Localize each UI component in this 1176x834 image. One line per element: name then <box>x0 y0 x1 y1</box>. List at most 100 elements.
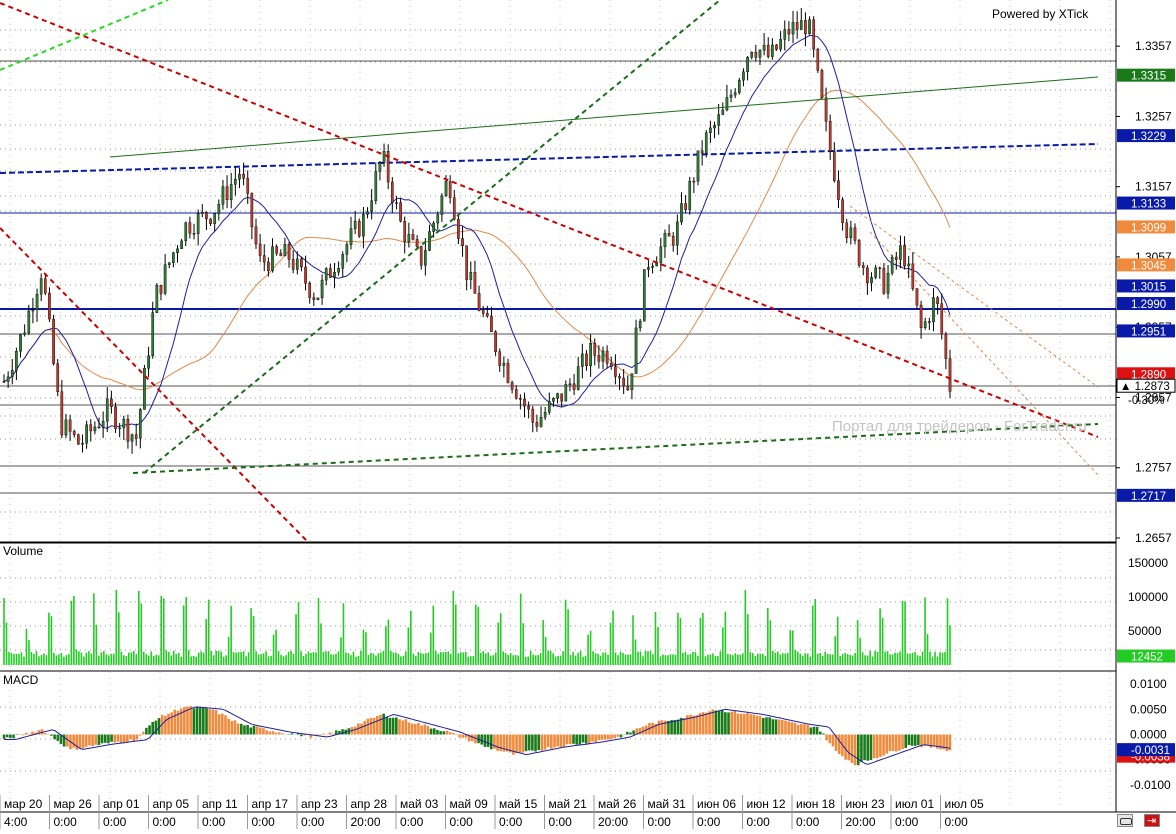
candle-body <box>60 391 64 436</box>
candle-body <box>841 199 844 224</box>
candle-body <box>159 284 163 294</box>
candle-body <box>23 332 26 335</box>
candle-body <box>163 264 167 294</box>
candle-body <box>465 245 469 280</box>
candle-body <box>2 381 6 383</box>
candle-body <box>535 422 539 427</box>
candle-body <box>936 297 939 304</box>
candle-body <box>452 197 456 220</box>
time-label: 20:00 <box>846 815 876 829</box>
time-label: 0:00 <box>648 815 672 829</box>
candle-body <box>915 288 919 306</box>
time-label: 0:00 <box>747 815 771 829</box>
candle-body <box>853 227 857 241</box>
candle-body <box>262 255 266 263</box>
price-tick-label: 1.2857 <box>1135 390 1172 404</box>
candle-body <box>192 233 196 235</box>
macd-value-tag-bg <box>1117 743 1175 757</box>
candle-body <box>275 246 278 254</box>
candle-body <box>10 369 14 378</box>
price-tick-label: 1.2757 <box>1135 461 1172 475</box>
candle-body <box>254 226 258 245</box>
date-label: апр 11 <box>202 797 238 811</box>
candle-body <box>816 48 820 71</box>
candle-body <box>386 151 390 183</box>
candle-body <box>585 353 588 367</box>
candle-body <box>155 284 159 313</box>
candle-body <box>134 434 138 439</box>
date-label: май 03 <box>400 797 439 811</box>
green-resistance-line <box>109 76 1099 158</box>
price-tag: 1.3315 <box>1131 71 1166 83</box>
exit-button[interactable]: ⇥ <box>1144 814 1160 827</box>
time-label: 0:00 <box>796 815 820 829</box>
candle-body <box>448 181 452 198</box>
candle-body <box>68 419 72 432</box>
candle-body <box>419 246 423 266</box>
time-axis: мар 20 4:00 мар 26 0:00 апр 01 0:00 апр 05 0:00… <box>0 795 984 829</box>
candle-body <box>622 377 625 387</box>
time-label: 0:00 <box>549 815 573 829</box>
candle-body <box>779 39 782 50</box>
candle-body <box>676 221 679 246</box>
candle-body <box>382 151 386 163</box>
candle-body <box>663 233 667 248</box>
volume-tag-bg <box>1117 649 1175 663</box>
candle-body <box>771 44 774 57</box>
candle-body <box>729 94 733 98</box>
time-label: 0:00 <box>54 815 78 829</box>
candle-body <box>494 331 497 352</box>
candle-body <box>911 263 915 289</box>
candle-body <box>692 180 696 183</box>
candle-body <box>283 244 287 257</box>
date-label: июн 18 <box>796 797 835 811</box>
candle-body <box>894 256 898 260</box>
time-label: 20:00 <box>351 815 381 829</box>
candle-body <box>122 418 126 429</box>
candle-body <box>64 419 68 436</box>
trend-lines[interactable] <box>0 0 1099 541</box>
candle-body <box>940 303 944 335</box>
candle-body <box>19 334 22 352</box>
candle-body <box>659 246 663 263</box>
candle-body <box>432 222 435 232</box>
candle-body <box>638 321 642 329</box>
price-tag-bg <box>1117 220 1175 234</box>
candle-body <box>498 351 502 366</box>
candle-body <box>357 220 361 237</box>
price-tag-bg <box>1117 258 1175 272</box>
macd-tick-label: 0.0000 <box>1130 728 1167 742</box>
candle-body <box>795 22 799 30</box>
bright-green-line <box>0 0 169 71</box>
candle-body <box>295 258 299 270</box>
candle-body <box>362 214 365 237</box>
time-label: 0:00 <box>400 815 424 829</box>
candle-body <box>614 366 617 377</box>
candle-body <box>775 44 778 50</box>
candle-body <box>899 245 902 260</box>
candle-body <box>374 171 378 201</box>
candle-body <box>717 114 720 126</box>
candle-body <box>205 212 208 220</box>
candle-body <box>704 132 708 154</box>
candle-body <box>523 398 526 407</box>
date-label: май 31 <box>648 797 687 811</box>
candle-body <box>200 212 204 214</box>
candle-body <box>581 353 584 367</box>
candle-body <box>225 186 229 201</box>
price-tag: 1.3099 <box>1131 222 1166 234</box>
chart-settings-button[interactable] <box>1117 814 1133 827</box>
candle-body <box>366 211 369 215</box>
current-price-tag: ▲ 1.2873 <box>1120 381 1170 393</box>
date-label: апр 17 <box>252 797 289 811</box>
candle-body <box>349 228 353 245</box>
candle-body <box>316 297 320 300</box>
candle-body <box>238 173 241 180</box>
candle-body <box>407 234 411 243</box>
candle-body <box>903 245 906 267</box>
candle-body <box>907 263 911 267</box>
candle-body <box>39 278 43 295</box>
candle-body <box>519 398 522 400</box>
